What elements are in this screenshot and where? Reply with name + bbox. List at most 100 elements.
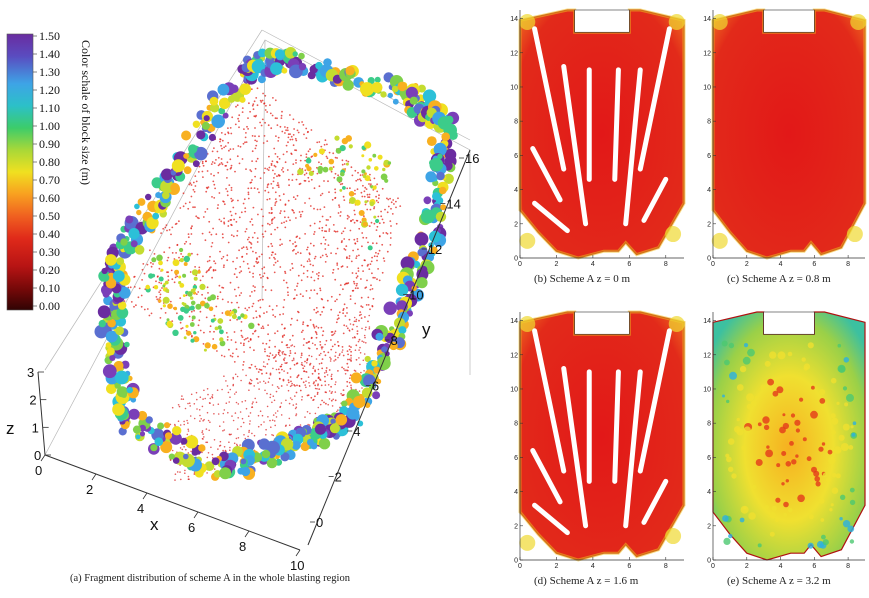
block-sphere [191,269,199,276]
block-sphere [132,425,142,434]
block-sphere [371,360,378,367]
particle [239,145,242,148]
particle [336,318,339,321]
particle [205,441,207,444]
slice-spot [821,442,826,446]
slice-spot [802,437,807,442]
block-sphere [398,326,407,335]
particle [310,336,313,339]
particle [229,148,232,151]
particle [194,175,197,178]
particle [305,127,308,130]
particle [219,440,222,443]
blast-hole [641,176,669,223]
particle [375,229,378,232]
particle [364,336,366,339]
particle [253,349,255,352]
particle [354,189,356,192]
particle [305,371,308,373]
block-sphere [156,254,163,262]
particle [292,357,295,360]
particle [323,143,326,146]
particle [312,367,315,369]
particle [251,224,254,226]
slice-spot [818,446,824,452]
particle [210,446,212,449]
slice-spot [757,543,762,548]
particle [244,210,247,213]
slice-y-tick-label: 2 [514,221,518,228]
block-sphere [101,267,108,275]
particle [204,211,207,213]
particle [373,207,375,210]
particle [324,343,326,346]
particle [271,419,274,422]
particle [241,255,244,258]
slice-spot [831,473,837,478]
particle [197,171,200,173]
particle [301,399,303,401]
particle [311,372,314,375]
particle [289,138,292,141]
particle [204,239,207,242]
particle [259,273,261,276]
particle [332,333,335,336]
particle [243,434,245,436]
particle [279,244,281,247]
particle [343,238,346,240]
particle [190,450,192,453]
particle [250,379,253,382]
particle [260,327,263,329]
particle [292,118,295,121]
particle [371,256,373,259]
particle [217,171,220,174]
block-sphere [389,341,398,351]
particle [344,227,346,230]
block-sphere [334,135,340,141]
block-sphere [190,296,194,300]
particle [194,266,197,268]
particle [274,332,276,335]
particle [254,167,257,170]
particle [295,413,298,415]
particle [206,388,209,390]
block-sphere [183,308,189,314]
particle [232,384,234,387]
block-sphere [193,336,200,343]
particle [249,220,252,223]
particle [272,169,274,172]
particle [320,242,323,245]
particle [330,399,333,402]
particle [257,323,260,326]
particle [184,472,186,475]
particle [216,297,219,300]
block-sphere [107,318,116,328]
block-sphere [190,300,196,306]
particle [217,164,220,167]
particle [251,135,254,137]
particle [250,88,253,91]
slice-spot [833,446,842,454]
particle [234,123,237,126]
particle [308,180,310,183]
particle [287,381,290,384]
particle [261,253,263,256]
block-sphere [209,96,219,106]
particle [359,178,361,181]
particle [223,446,226,448]
block-sphere [203,348,207,352]
particle [208,220,211,223]
particle [392,199,395,201]
particle [230,234,233,237]
block-sphere [280,452,290,462]
particle [346,187,349,190]
particle [257,261,260,264]
particle [235,105,237,108]
slice-spot [739,517,745,523]
particle [185,294,188,297]
x-tick [91,473,97,481]
particle [368,193,371,196]
particle [319,287,321,290]
slice-spot [748,512,756,520]
x-tick [244,530,250,538]
